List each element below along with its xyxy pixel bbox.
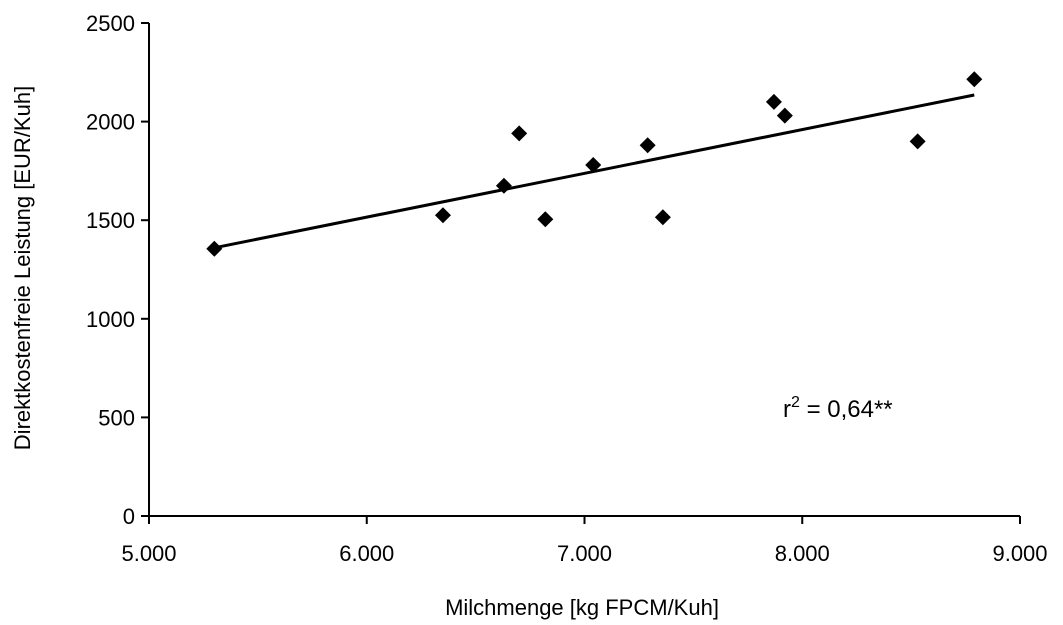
data-point [966, 71, 983, 88]
data-point [654, 209, 671, 226]
data-point [585, 156, 602, 173]
data-point [495, 177, 512, 194]
x-tick-label: 6.000 [339, 541, 394, 566]
x-tick-label: 9.000 [992, 541, 1047, 566]
x-tick-label: 7.000 [557, 541, 612, 566]
x-tick-label: 8.000 [775, 541, 830, 566]
x-tick-label: 5.000 [121, 541, 176, 566]
y-tick-label: 1500 [86, 208, 135, 233]
y-tick-label: 1000 [86, 307, 135, 332]
r-squared-value: = 0,64** [800, 396, 893, 423]
x-ticks: 5.000 6.000 7.000 8.000 9.000 [121, 516, 1048, 566]
data-point [909, 133, 926, 150]
y-ticks: 0 500 1000 1500 2000 2500 [86, 11, 149, 529]
data-point [765, 93, 782, 110]
y-tick-label: 0 [123, 504, 135, 529]
r-squared-base: r [783, 396, 791, 423]
y-tick-label: 2000 [86, 110, 135, 135]
data-point [639, 137, 656, 154]
axes [148, 23, 1020, 517]
data-point [776, 107, 793, 124]
y-axis-title: Direktkostenfreie Leistung [EUR/Kuh] [10, 86, 35, 450]
data-point [206, 240, 223, 257]
data-points [206, 71, 983, 257]
y-tick-label: 2500 [86, 11, 135, 36]
data-point [434, 207, 451, 224]
y-tick-label: 500 [98, 405, 135, 430]
r-squared-superscript: 2 [791, 394, 800, 411]
x-axis-title: Milchmenge [kg FPCM/Kuh] [445, 595, 719, 620]
data-point [511, 125, 528, 142]
data-point [537, 211, 554, 228]
r-squared-annotation: r2 = 0,64** [783, 394, 893, 423]
